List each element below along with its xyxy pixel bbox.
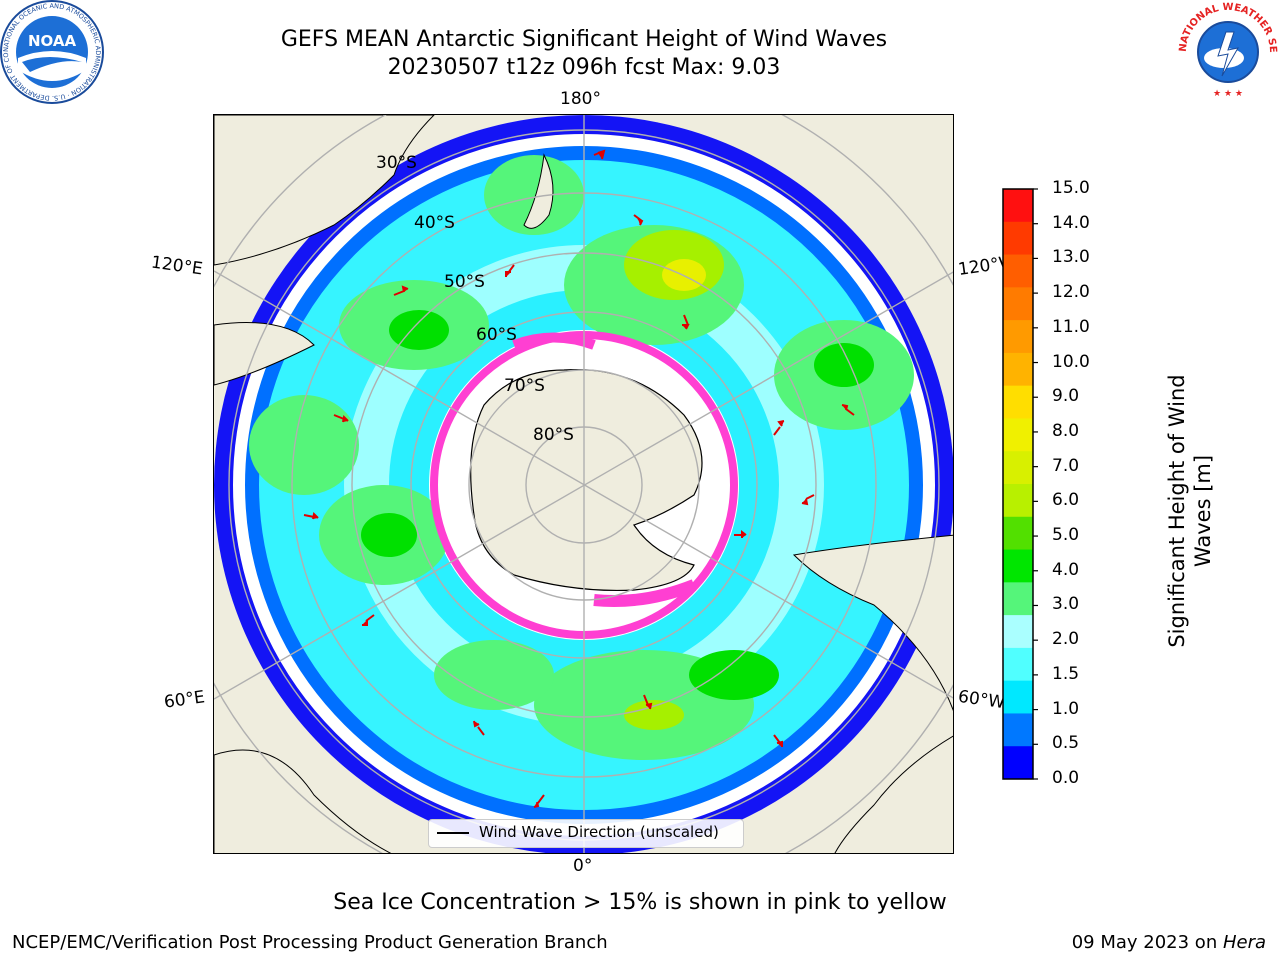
colorbar-tick-label: 11.0 — [1052, 316, 1090, 337]
colorbar-swatch — [1003, 320, 1033, 354]
lon-label-bottom: 0° — [573, 856, 593, 876]
colorbar-title: Significant Height of Wind Waves [m] — [1165, 374, 1215, 648]
colorbar-swatch — [1003, 615, 1033, 649]
map-panel: Wind Wave Direction (unscaled) — [213, 114, 954, 854]
colorbar-tick-label: 10.0 — [1052, 351, 1090, 372]
colorbar-swatch — [1003, 713, 1033, 747]
lon-label-60e: 60°E — [162, 687, 207, 713]
polar-map — [214, 115, 953, 853]
lat-label-80s: 80°S — [533, 425, 574, 445]
sea-ice-note: Sea Ice Concentration > 15% is shown in … — [333, 890, 947, 915]
colorbar-tick-label: 13.0 — [1052, 247, 1090, 268]
colorbar-tick-label: 3.0 — [1052, 594, 1080, 615]
colorbar-swatch — [1003, 680, 1033, 714]
date-prefix: 09 May 2023 on — [1071, 932, 1223, 953]
colorbar-tick-label: 0.5 — [1052, 733, 1080, 754]
colorbar-swatch — [1003, 385, 1033, 419]
svg-text:★ ★ ★: ★ ★ ★ — [1213, 89, 1243, 99]
noaa-logo: NATIONAL OCEANIC AND ATMOSPHERIC ADMINIS… — [0, 0, 104, 104]
lat-label-30s: 30°S — [376, 153, 417, 173]
colorbar-swatch — [1003, 746, 1033, 780]
colorbar-swatch — [1003, 418, 1033, 452]
noaa-logo-text: NOAA — [28, 32, 77, 50]
colorbar-tick-label: 12.0 — [1052, 282, 1090, 303]
machine-name: Hera — [1222, 932, 1266, 953]
date-text: 09 May 2023 on Hera — [1072, 932, 1266, 953]
lat-label-70s: 70°S — [504, 376, 545, 396]
colorbar-tick-label: 14.0 — [1052, 212, 1090, 233]
credit-text: NCEP/EMC/Verification Post Processing Pr… — [12, 932, 608, 953]
colorbar-swatch — [1003, 549, 1033, 583]
colorbar-swatch — [1003, 451, 1033, 485]
lat-label-40s: 40°S — [414, 213, 455, 233]
lon-label-60w: 60°W — [956, 686, 1007, 714]
colorbar-swatch — [1003, 484, 1033, 518]
legend-label: Wind Wave Direction (unscaled) — [479, 823, 719, 841]
legend-line-swatch — [437, 832, 469, 834]
colorbar-swatch — [1003, 189, 1033, 223]
colorbar-tick-label: 2.0 — [1052, 629, 1080, 650]
colorbar-tick-label: 15.0 — [1052, 178, 1090, 198]
lon-label-120e: 120°E — [149, 252, 204, 280]
colorbar-swatch — [1003, 582, 1033, 616]
colorbar-tick-label: 1.5 — [1052, 663, 1080, 684]
colorbar-swatch — [1003, 287, 1033, 321]
colorbar-swatch — [1003, 647, 1033, 682]
colorbar-tick-label: 1.0 — [1052, 698, 1080, 719]
colorbar-swatch — [1003, 254, 1033, 288]
colorbar-tick-label: 5.0 — [1052, 525, 1080, 546]
chart-subtitle: 20230507 t12z 096h fcst Max: 9.03 — [387, 55, 781, 80]
colorbar-swatch — [1003, 352, 1033, 387]
lat-label-60s: 60°S — [476, 325, 517, 345]
lat-label-50s: 50°S — [444, 272, 485, 292]
colorbar-frame — [1002, 188, 1034, 780]
lon-label-top: 180° — [560, 89, 601, 109]
colorbar-tick-label: 8.0 — [1052, 420, 1080, 441]
colorbar-tick-label: 9.0 — [1052, 386, 1080, 407]
colorbar-tick-label: 7.0 — [1052, 455, 1080, 476]
colorbar-tick-label: 0.0 — [1052, 768, 1080, 788]
colorbar-swatch — [1003, 516, 1033, 551]
nws-logo: NATIONAL WEATHER SERVICE ★ ★ ★ — [1176, 0, 1278, 99]
map-legend: Wind Wave Direction (unscaled) — [428, 819, 744, 848]
colorbar — [1002, 188, 1038, 780]
chart-title: GEFS MEAN Antarctic Significant Height o… — [280, 27, 888, 52]
colorbar-tick-label: 6.0 — [1052, 490, 1080, 511]
colorbar-tick-label: 4.0 — [1052, 559, 1080, 580]
colorbar-swatch — [1003, 221, 1033, 256]
